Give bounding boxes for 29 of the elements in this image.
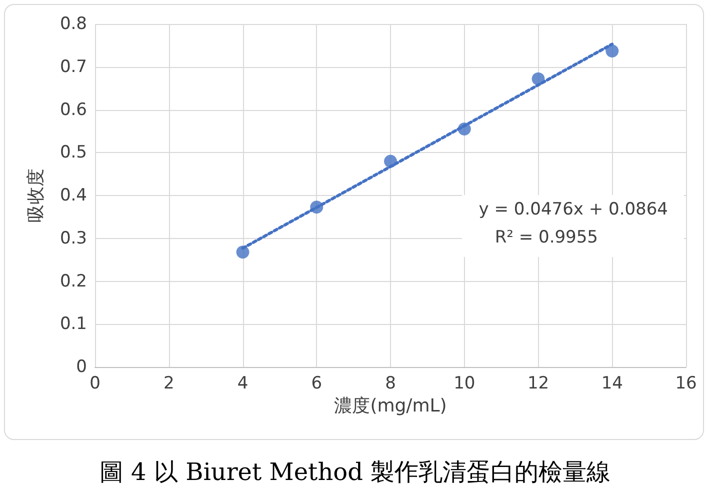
annotation: y = 0.0476x + 0.0864 xyxy=(478,200,668,220)
x-tick-label: 12 xyxy=(527,374,550,394)
y-axis-title: 吸收度 xyxy=(26,168,46,222)
x-tick-label: 10 xyxy=(454,374,476,394)
annotation: R² = 0.9955 xyxy=(494,228,598,248)
y-tick-label: 0.8 xyxy=(60,14,87,34)
point xyxy=(236,246,250,259)
x-axis-title: 濃度(mg/mL) xyxy=(334,395,447,416)
point xyxy=(606,44,619,58)
y-tick-label: 0.4 xyxy=(60,186,87,206)
x-tick-label: 6 xyxy=(311,374,322,394)
point xyxy=(384,154,397,168)
x-tick-label: 16 xyxy=(675,374,697,394)
point xyxy=(310,200,324,214)
y-tick-label: 0.5 xyxy=(60,142,87,163)
x-tick-label: 2 xyxy=(163,374,174,394)
x-tick-label: 0 xyxy=(90,374,100,394)
y-tick-label: 0.2 xyxy=(60,271,87,292)
text: 圖 4 以 Biuret Method 製作乳清蛋白的檢量線 xyxy=(99,458,611,486)
y-tick-label: 0.1 xyxy=(60,314,87,334)
y-tick-label: 0.7 xyxy=(60,56,87,77)
y-tick-label: 0.3 xyxy=(60,228,87,248)
y-tick-label: 0 xyxy=(76,357,87,377)
point xyxy=(458,122,471,136)
y-tick-label: 0.6 xyxy=(60,100,87,120)
x-tick-label: 4 xyxy=(237,374,248,394)
x-tick-label: 8 xyxy=(385,374,396,394)
point xyxy=(532,72,545,86)
x-tick-label: 14 xyxy=(601,374,623,394)
